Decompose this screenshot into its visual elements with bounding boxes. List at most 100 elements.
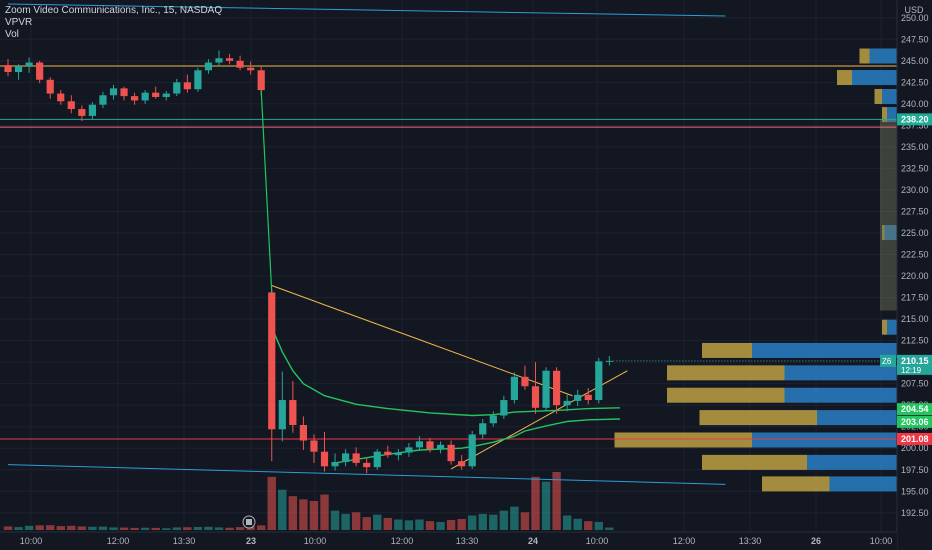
price-badge-label: 203.06	[901, 417, 929, 427]
profile-sell-bar	[884, 225, 897, 241]
profile-buy-bar	[762, 476, 830, 492]
candle	[510, 372, 518, 404]
candle-body	[436, 444, 445, 450]
candle	[447, 440, 455, 465]
candle	[225, 53, 234, 65]
candle	[278, 371, 286, 442]
candle	[563, 394, 571, 412]
price-tick-label: 200.00	[901, 443, 929, 453]
volume-bar	[309, 501, 319, 530]
volume-indicator-label[interactable]: Vol	[5, 29, 19, 40]
symbol-tag-label: Z6	[882, 357, 892, 366]
price-tick-label: 222.50	[901, 250, 929, 260]
price-tick-label: 225.00	[901, 228, 929, 238]
candle-body	[595, 361, 603, 401]
price-tick-label: 250.00	[901, 13, 929, 23]
profile-sell-bar	[784, 365, 897, 381]
volume-bar	[299, 499, 308, 530]
volume-bar	[394, 519, 403, 530]
candle-body	[542, 370, 550, 408]
volume-bar	[193, 526, 203, 530]
profile-sell-bar	[752, 432, 897, 448]
candle-body	[458, 461, 466, 467]
volume-bar	[605, 527, 614, 530]
volume-bar	[562, 515, 572, 530]
candle	[426, 437, 434, 453]
price-tick-label: 227.50	[901, 206, 929, 216]
profile-sell-bar	[882, 88, 897, 104]
volume-bar	[130, 527, 139, 530]
trendline	[7, 3, 726, 17]
profile-sell-bar	[752, 342, 897, 358]
candle	[14, 64, 23, 80]
time-tick-label: 12:00	[391, 536, 414, 546]
volume-bar	[35, 525, 44, 530]
price-tick-label: 237.50	[901, 120, 929, 130]
price-badge-label: 201.08	[901, 434, 929, 444]
candle-body	[605, 360, 613, 362]
candle-body	[299, 424, 307, 441]
time-tick-label: 23	[246, 536, 256, 546]
price-badge: 203.06	[897, 415, 932, 428]
price-badge: 201.08	[897, 432, 932, 445]
price-tick-label: 240.00	[901, 99, 929, 109]
volume-bar	[162, 528, 171, 530]
candle-body	[394, 452, 402, 456]
price-tick-label: 220.00	[901, 271, 929, 281]
profile-sell-bar	[887, 319, 897, 335]
volume-bar	[573, 518, 582, 530]
candle	[162, 90, 170, 101]
profile-buy-bar	[882, 319, 887, 335]
candle-body	[236, 60, 244, 68]
volume-bar	[330, 510, 340, 530]
candle-body	[510, 376, 518, 401]
candle	[458, 455, 466, 470]
time-tick-label: 10:00	[870, 536, 893, 546]
candle-body	[373, 451, 381, 468]
candle-body	[67, 101, 75, 110]
volume-bar	[278, 489, 287, 530]
chart-legend: Zoom Video Communications, Inc., 15, NAS…	[5, 5, 222, 41]
volume-bar	[288, 496, 298, 530]
time-axis: 10:00 12:00 13:30 23 10:00 12:00 13:30 24 10:00 1…	[0, 531, 897, 550]
candle-body	[384, 451, 392, 456]
price-tick-label: 217.50	[901, 293, 929, 303]
candle-body	[131, 96, 139, 101]
candle	[141, 90, 149, 104]
candle	[236, 55, 244, 71]
volume-bar	[267, 476, 276, 530]
volume-bar	[594, 521, 603, 530]
price-badge: 204.54	[897, 403, 932, 416]
candle	[542, 367, 550, 412]
time-tick-label: 13:30	[739, 536, 762, 546]
price-axis-background	[897, 0, 932, 550]
candle	[268, 288, 276, 462]
candle	[46, 77, 54, 99]
volume-bar	[531, 476, 540, 530]
volume-bar	[77, 526, 87, 530]
earnings-marker-icon	[242, 515, 256, 529]
price-badge-label: 238.20	[901, 114, 929, 124]
candle	[173, 78, 181, 97]
candle	[289, 381, 297, 433]
candle	[500, 395, 508, 419]
profile-buy-bar	[702, 342, 752, 358]
vpvr-indicator-label[interactable]: VPVR	[5, 17, 33, 28]
profile-sell-bar	[817, 410, 897, 426]
volume-bar	[541, 481, 551, 530]
profile-buy-bar	[667, 387, 785, 403]
trendline	[7, 464, 726, 485]
candle	[99, 91, 107, 109]
volume-bar	[425, 521, 435, 530]
candle-body	[500, 400, 508, 416]
candle	[574, 389, 582, 407]
candle	[310, 434, 318, 463]
candle-body	[553, 370, 561, 406]
price-tick-label: 215.00	[901, 314, 929, 324]
volume-bar	[183, 527, 192, 530]
volume-bar	[489, 514, 498, 530]
symbol-tag-bg	[880, 354, 896, 367]
candle-body	[4, 65, 12, 73]
candle	[152, 86, 160, 99]
